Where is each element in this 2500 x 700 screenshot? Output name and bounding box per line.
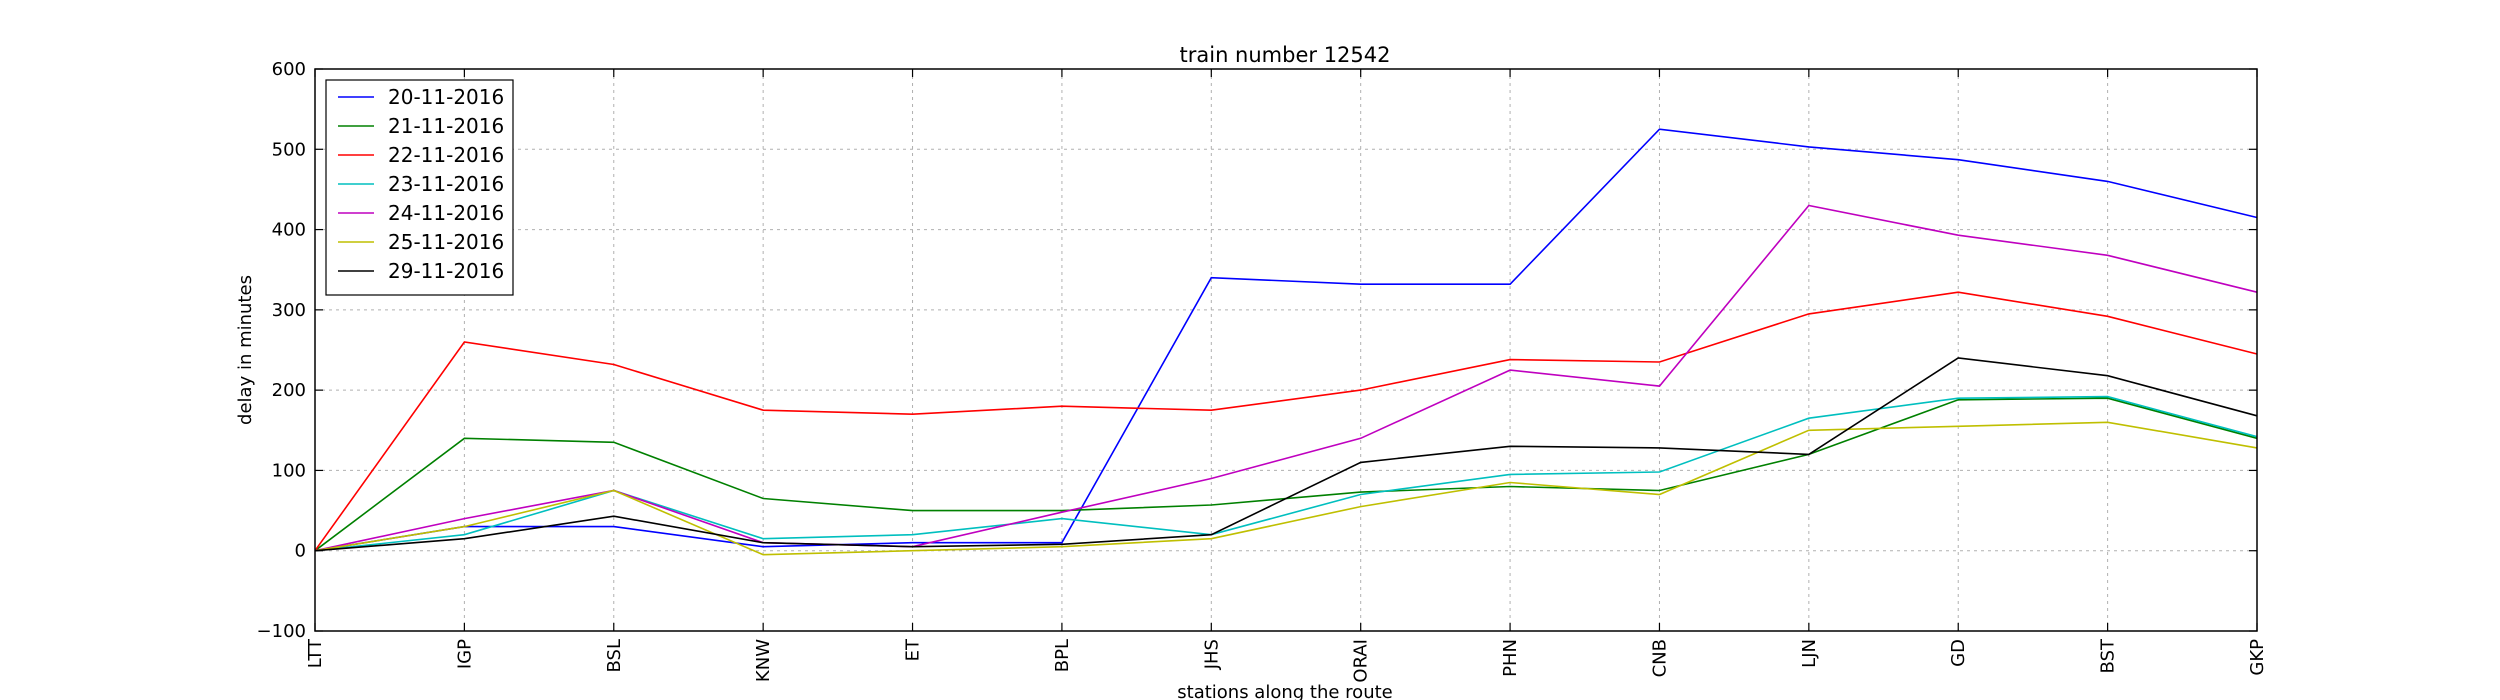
x-tick-label: PHN <box>1500 639 1521 677</box>
series-line-23-11-2016 <box>314 395 2258 552</box>
x-tick-label: LJN <box>1799 639 1820 668</box>
series-line-29-11-2016 <box>314 357 2258 552</box>
y-tick-label: 400 <box>272 220 306 241</box>
x-tick-label: ET <box>903 638 924 661</box>
x-axis: LTT IGP BSL KNW ET BPL JHS ORAI PHN CNB LJN GD BST GK… <box>305 69 2268 683</box>
series-line-20-11-2016 <box>314 128 2258 552</box>
y-axis: −100 0 100 200 300 400 500 600 <box>257 59 2257 642</box>
y-tick-label: 300 <box>272 300 306 321</box>
x-tick-label: GKP <box>2247 639 2268 676</box>
x-tick-label: BPL <box>1052 639 1073 672</box>
y-tick-label: −100 <box>257 621 306 642</box>
grid <box>315 69 2257 631</box>
legend-label: 24-11-2016 <box>388 201 504 225</box>
y-tick-label: 200 <box>272 380 306 401</box>
x-tick-label: BSL <box>604 639 625 673</box>
legend-label: 23-11-2016 <box>388 172 504 196</box>
x-axis-title: stations along the route <box>1177 682 1392 700</box>
series-group <box>314 128 2258 556</box>
series-line-25-11-2016 <box>314 421 2258 556</box>
y-axis-title: delay in minutes <box>235 275 256 425</box>
x-tick-label: IGP <box>454 639 475 669</box>
y-tick-label: 0 <box>295 541 306 562</box>
x-tick-label: JHS <box>1201 639 1222 670</box>
legend-label: 29-11-2016 <box>388 259 504 283</box>
series-line-24-11-2016 <box>314 204 2258 552</box>
chart-title: train number 12542 <box>1180 43 1391 67</box>
series-line-22-11-2016 <box>314 291 2258 552</box>
x-tick-label: BST <box>2098 638 2119 673</box>
x-tick-label: LTT <box>305 638 326 668</box>
legend-box <box>325 79 514 296</box>
y-tick-label: 100 <box>272 460 306 481</box>
legend: 20-11-2016 21-11-2016 22-11-2016 23-11-2016… <box>325 79 514 296</box>
legend-label: 20-11-2016 <box>388 85 504 109</box>
y-tick-label: 500 <box>272 139 306 160</box>
x-tick-label: CNB <box>1649 639 1670 677</box>
x-tick-label: KNW <box>753 639 774 682</box>
plot-frame <box>314 68 2258 632</box>
x-tick-label: GD <box>1948 639 1969 667</box>
series-line-21-11-2016 <box>314 397 2258 552</box>
legend-label: 25-11-2016 <box>388 230 504 254</box>
legend-label: 21-11-2016 <box>388 114 504 138</box>
y-tick-label: 600 <box>272 59 306 80</box>
legend-label: 22-11-2016 <box>388 143 504 167</box>
x-tick-label: ORAI <box>1351 639 1372 683</box>
